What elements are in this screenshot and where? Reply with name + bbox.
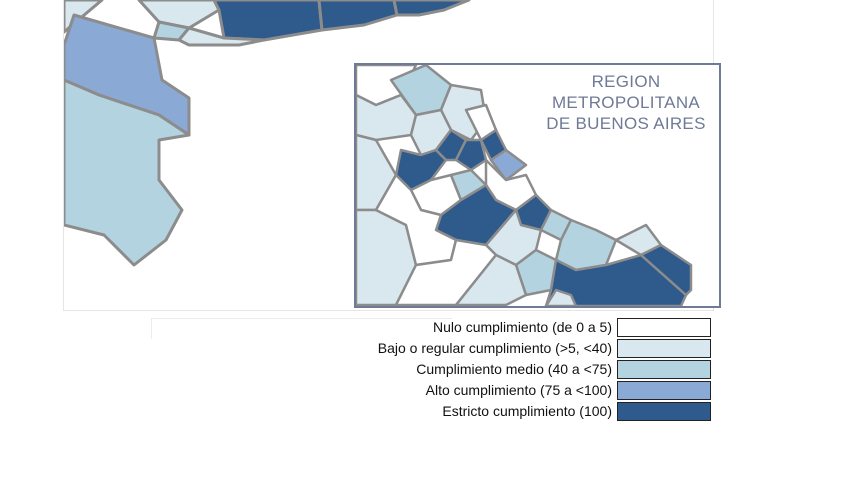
region-top-e [392, 0, 471, 17]
legend-label-nulo: Nulo cumplimiento (de 0 a 5) [433, 319, 612, 335]
legend-swatch-bajo [617, 339, 711, 358]
legend-swatch-medio [617, 360, 711, 379]
inset-title-line-1: REGION [591, 72, 661, 91]
inset-map-svg [356, 65, 693, 306]
legend-label-estricto: Estricto cumplimiento (100) [442, 403, 612, 419]
inset-title: REGION METROPOLITANA DE BUENOS AIRES [536, 71, 716, 134]
legend-swatch-nulo [617, 318, 711, 337]
legend-row-alto: Alto cumplimiento (75 a <100) [300, 381, 712, 402]
province-map [64, 0, 471, 267]
legend-row-nulo: Nulo cumplimiento (de 0 a 5) [300, 318, 712, 339]
faint-divider [151, 318, 452, 339]
inset-title-line-3: DE BUENOS AIRES [546, 114, 706, 133]
legend-swatch-alto [617, 381, 711, 400]
inset-map: REGION METROPOLITANA DE BUENOS AIRES [354, 63, 721, 308]
legend-label-alto: Alto cumplimiento (75 a <100) [425, 382, 612, 398]
region-top-c [212, 0, 324, 42]
map-frame: REGION METROPOLITANA DE BUENOS AIRES [63, 0, 721, 311]
legend-row-medio: Cumplimiento medio (40 a <75) [300, 360, 712, 381]
legend-swatch-estricto [617, 402, 711, 421]
map-legend: Nulo cumplimiento (de 0 a 5) Bajo o regu… [300, 318, 712, 423]
legend-row-estricto: Estricto cumplimiento (100) [300, 402, 712, 423]
legend-row-bajo: Bajo o regular cumplimiento (>5, <40) [300, 339, 712, 360]
region-top-a [137, 0, 221, 30]
legend-label-bajo: Bajo o regular cumplimiento (>5, <40) [377, 340, 612, 356]
region-left-medio [64, 78, 191, 267]
inset-title-line-2: METROPOLITANA [551, 93, 701, 112]
region-top-f [177, 26, 266, 47]
region-top-d [317, 0, 399, 32]
legend-label-medio: Cumplimiento medio (40 a <75) [416, 361, 612, 377]
